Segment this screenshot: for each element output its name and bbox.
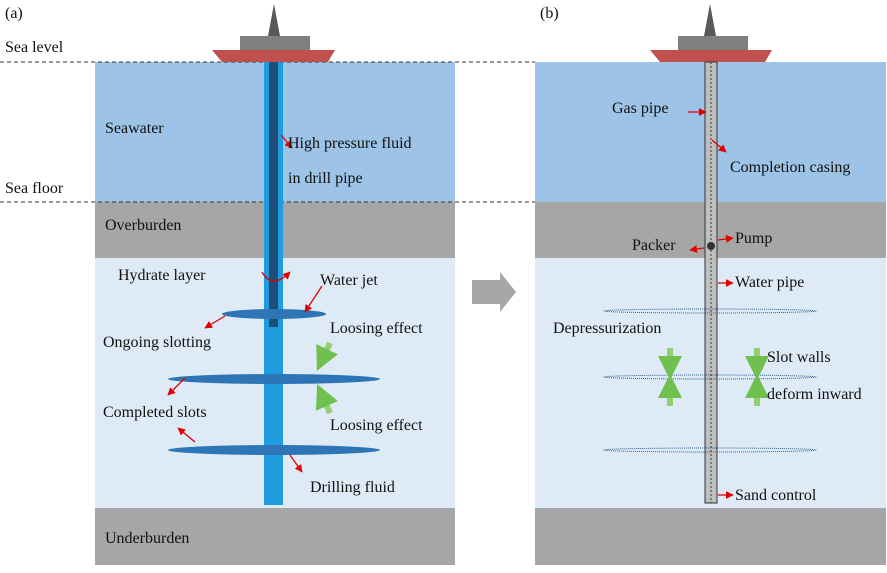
panel-tag: (a) — [5, 5, 23, 22]
label: Loosing effect — [330, 417, 423, 434]
label: in drill pipe — [288, 170, 363, 187]
transition-arrow — [472, 272, 516, 312]
completion-pipe — [603, 61, 817, 504]
platforms — [212, 4, 772, 62]
pointers — [167, 108, 734, 499]
label: Gas pipe — [612, 100, 668, 117]
label: Underburden — [105, 530, 189, 547]
label: Water pipe — [735, 274, 804, 291]
label: Sea level — [5, 39, 64, 56]
drill-pipe — [168, 62, 380, 505]
loosing-arrows — [315, 341, 769, 415]
panel-tag: (b) — [540, 5, 559, 22]
label: High pressure fluid — [288, 135, 412, 152]
label: Completion casing — [730, 159, 850, 176]
label: Packer — [632, 237, 676, 254]
label: Pump — [735, 230, 772, 247]
label: Depressurization — [553, 320, 661, 337]
label: Water jet — [320, 272, 378, 289]
labels: (a) (b) Sea level Sea floor Seawater Hig… — [5, 5, 862, 547]
label: Overburden — [105, 217, 181, 234]
label: Slot walls — [767, 349, 831, 366]
label: Sea floor — [5, 180, 64, 197]
label: Drilling fluid — [310, 479, 395, 496]
label: Seawater — [105, 120, 164, 137]
label: Sand control — [735, 487, 817, 504]
label: Loosing effect — [330, 320, 423, 337]
label: Completed slots — [103, 404, 207, 421]
label: Ongoing slotting — [103, 334, 211, 351]
label: deform inward — [767, 386, 862, 403]
label: Hydrate layer — [118, 267, 206, 284]
